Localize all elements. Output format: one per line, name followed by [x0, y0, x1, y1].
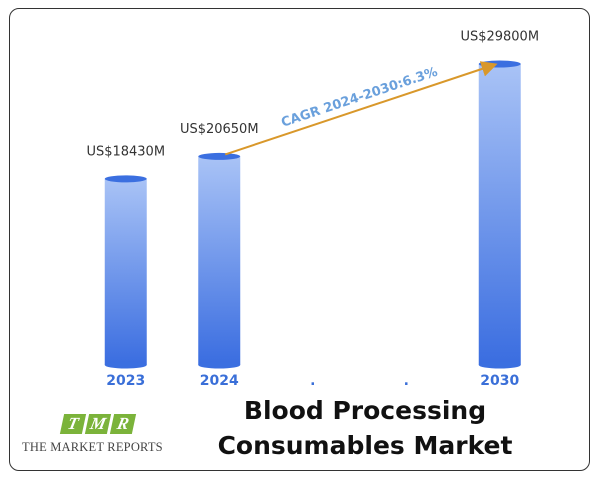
bar-base — [104, 361, 147, 369]
x-tick-label: . — [310, 373, 315, 389]
bar-base — [478, 361, 521, 369]
logo-tile: M — [84, 414, 112, 434]
annotation: CAGR 2024-2030:6.3% — [279, 65, 439, 131]
logo-tile: T — [59, 414, 87, 434]
frame — [9, 8, 590, 471]
x-tick-label: 2024 — [200, 373, 239, 389]
value-label: US$29800M — [460, 30, 539, 45]
logo-tile: R — [109, 414, 137, 434]
chart-title: Blood Processing Consumables Market — [217, 396, 513, 460]
x-tick-label: 2030 — [480, 373, 519, 389]
bar-cap — [104, 175, 147, 183]
bar — [104, 178, 147, 365]
bar-cap — [198, 152, 241, 160]
value-label: US$20650M — [180, 122, 259, 137]
logo-name: THE MARKET REPORTS — [22, 440, 163, 454]
value-label: US$18430M — [86, 144, 165, 159]
bar-base — [198, 361, 241, 369]
x-tick-label: . — [404, 373, 409, 389]
x-tick-label: 2023 — [106, 373, 145, 389]
bar — [478, 64, 521, 365]
cagr-arrow — [224, 61, 498, 156]
bar-cap — [478, 60, 521, 68]
bar — [198, 156, 241, 365]
